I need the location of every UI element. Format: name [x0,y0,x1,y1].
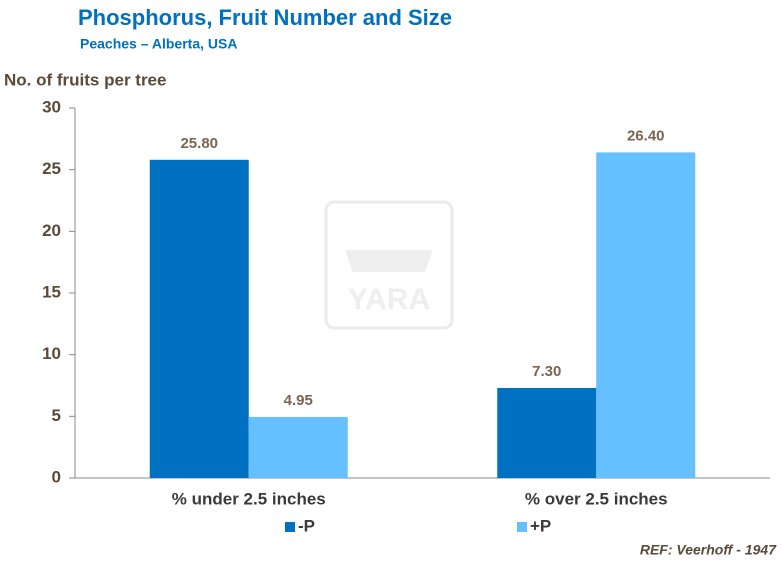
y-tick-label: 20 [42,221,61,240]
logo-frame [324,200,454,330]
legend-label: +P [530,516,551,535]
value-label: 26.40 [627,127,665,144]
legend-label: -P [298,516,315,535]
bar [497,387,597,478]
x-tick-label: % under 2.5 inches [172,489,326,508]
logo-ship [345,250,433,272]
y-tick-label: 30 [42,97,61,116]
y-tick-label: 25 [42,159,61,178]
value-label: 4.95 [284,392,313,409]
watermark-logo: YARA [324,200,454,330]
y-tick-label: 5 [52,406,61,425]
bar [596,152,696,478]
legend-swatch [285,522,295,532]
legend-swatch [517,522,527,532]
logo-text: YARA [348,283,430,316]
value-label: 7.30 [532,363,561,380]
x-tick-label: % over 2.5 inches [525,489,668,508]
y-tick-label: 15 [42,282,61,301]
y-tick-label: 0 [52,467,61,486]
chart-subtitle: Peaches – Alberta, USA [80,36,237,52]
chart-title: Phosphorus, Fruit Number and Size [78,5,452,30]
bar [149,159,249,479]
y-tick-label: 10 [42,344,61,363]
bar [248,416,348,478]
y-axis-label: No. of fruits per tree [4,70,166,89]
value-label: 25.80 [180,135,218,152]
reference-note: REF: Veerhoff - 1947 [640,542,777,558]
